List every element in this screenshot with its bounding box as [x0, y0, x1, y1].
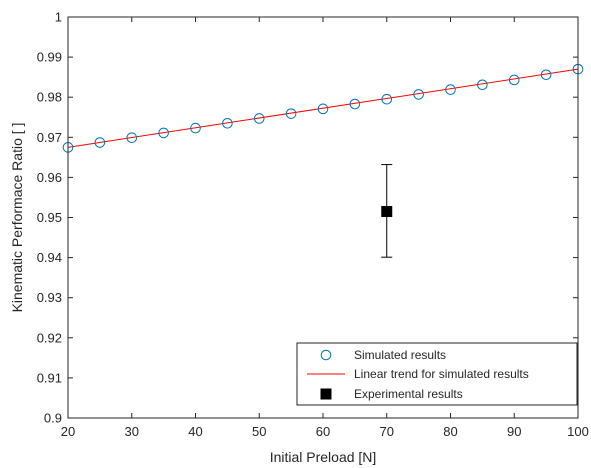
- simulated-point: [540, 69, 552, 81]
- experimental-point: [381, 205, 393, 217]
- simulated-point: [413, 89, 424, 100]
- simulated-point: [190, 122, 201, 134]
- x-tick-label: 30: [125, 424, 139, 439]
- simulated-point: [94, 137, 106, 148]
- y-tick-label: 0.98: [37, 90, 62, 105]
- simulated-point: [349, 98, 361, 110]
- x-tick-label: 70: [380, 424, 394, 439]
- simulated-point: [445, 84, 456, 95]
- simulated-point: [381, 93, 393, 105]
- x-tick-label: 20: [61, 424, 75, 439]
- y-tick-label: 0.99: [37, 50, 62, 65]
- y-axis-label: Kinematic Performace Ratio [ ]: [9, 123, 25, 313]
- x-tick-label: 80: [443, 424, 457, 439]
- y-tick-label: 0.93: [37, 290, 62, 305]
- x-tick-label: 90: [507, 424, 521, 439]
- x-tick-label: 60: [316, 424, 330, 439]
- legend-label-simulated: Simulated results: [354, 348, 446, 362]
- y-tick-label: 0.95: [37, 210, 62, 225]
- y-tick-label: 0.96: [37, 170, 62, 185]
- legend-label-trend: Linear trend for simulated results: [354, 367, 529, 381]
- simulated-point: [477, 79, 488, 91]
- legend: Simulated results Linear trend for simula…: [296, 342, 578, 406]
- simulated-point: [126, 132, 138, 144]
- y-tick-label: 0.97: [37, 130, 62, 145]
- simulated-point: [158, 127, 169, 139]
- y-tick-label: 0.91: [37, 370, 62, 385]
- axis-ticks: 20 30 40 50 60 70 80 90 100 0.9 0.91 0.92 0.93 0.94 0.…: [37, 10, 589, 440]
- simulated-point: [508, 74, 520, 86]
- y-tick-label: 0.92: [37, 330, 62, 345]
- legend-label-experimental: Experimental results: [354, 387, 463, 401]
- x-axis-label: Initial Preload [N]: [270, 449, 377, 465]
- linear-trend-line: [67, 68, 579, 148]
- y-tick-label: 0.94: [37, 250, 62, 265]
- x-tick-label: 50: [252, 424, 266, 439]
- simulated-point: [317, 103, 329, 115]
- simulated-point: [222, 117, 233, 129]
- legend-symbol-simulated: [320, 349, 332, 361]
- simulated-point: [285, 108, 297, 119]
- x-tick-label: 40: [188, 424, 202, 439]
- x-tick-label: 100: [567, 424, 589, 439]
- y-tick-label: 1: [55, 10, 62, 25]
- y-tick-label: 0.9: [44, 411, 62, 426]
- legend-symbol-experimental: [320, 388, 332, 400]
- chart-marks: [62, 63, 584, 258]
- simulated-point: [253, 113, 265, 124]
